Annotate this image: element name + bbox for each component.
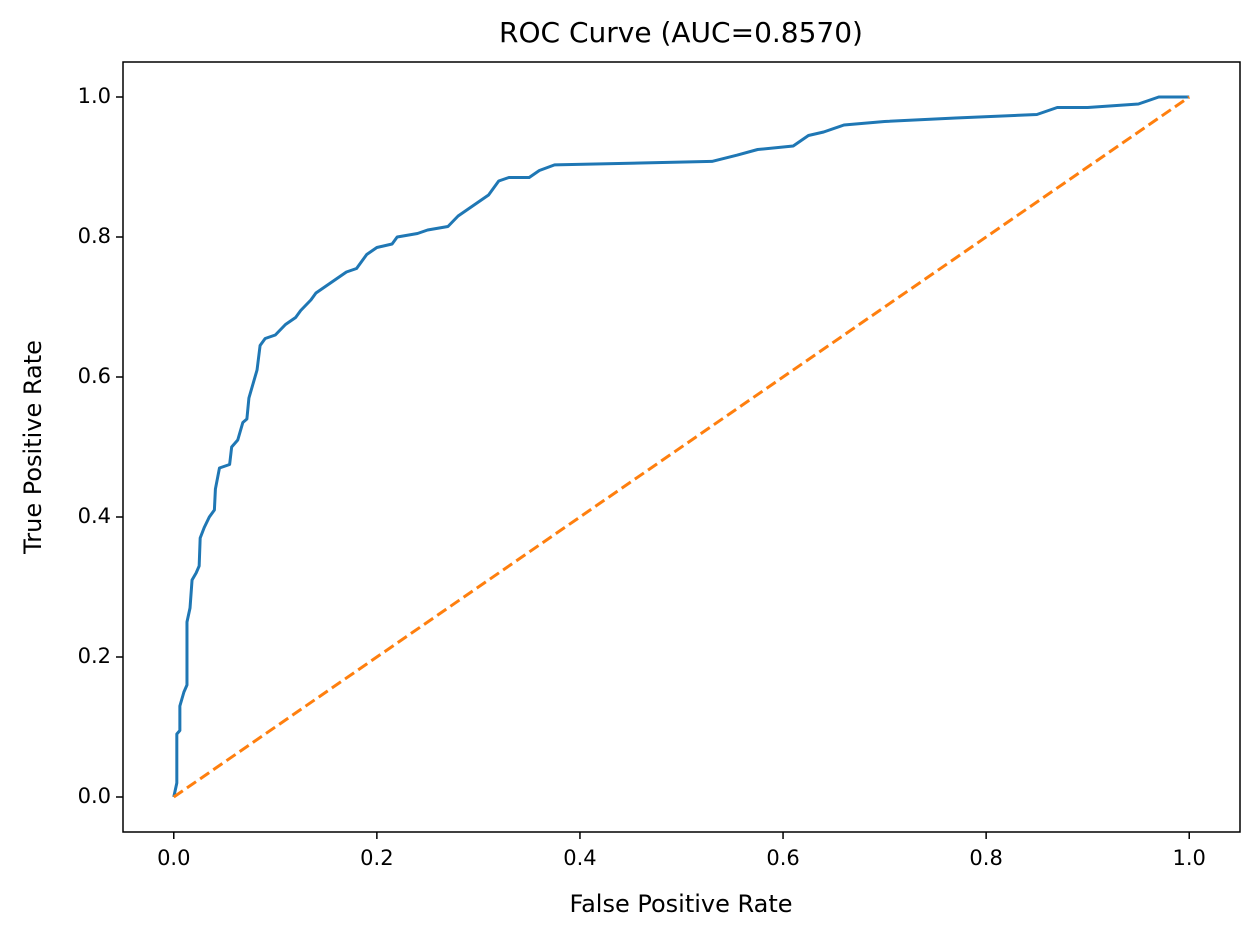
y-tick-label: 1.0 bbox=[78, 84, 111, 108]
x-tick-label: 0.0 bbox=[157, 846, 190, 870]
line-series bbox=[172, 95, 1191, 799]
y-tick-label: 0.8 bbox=[78, 224, 111, 248]
chart-title: ROC Curve (AUC=0.8570) bbox=[499, 16, 863, 49]
x-tick-label: 1.0 bbox=[1173, 846, 1206, 870]
y-tick-label: 0.4 bbox=[78, 504, 111, 528]
x-tick-label: 0.6 bbox=[766, 846, 799, 870]
x-tick-label: 0.4 bbox=[563, 846, 596, 870]
x-tick-label: 0.2 bbox=[360, 846, 393, 870]
plot-frame bbox=[122, 61, 1241, 833]
y-tick-label: 0.2 bbox=[78, 644, 111, 668]
y-tick-label: 0.0 bbox=[78, 784, 111, 808]
y-tick-label: 0.6 bbox=[78, 364, 111, 388]
y-axis-label: True Positive Rate bbox=[19, 340, 47, 555]
x-tick-label: 0.8 bbox=[969, 846, 1002, 870]
line-series bbox=[172, 95, 1190, 798]
x-axis-label: False Positive Rate bbox=[569, 890, 792, 918]
